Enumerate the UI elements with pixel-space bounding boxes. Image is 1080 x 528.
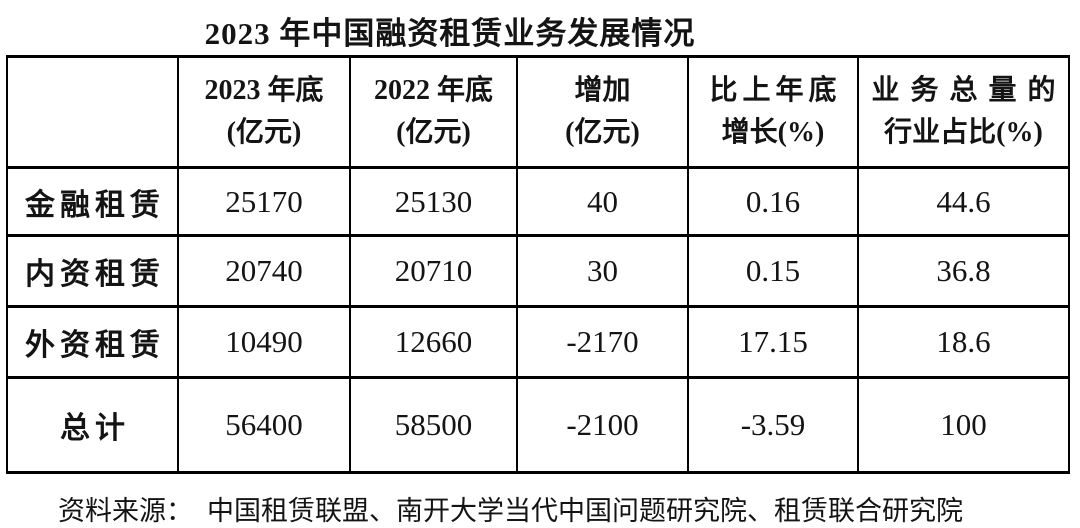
table-row-financial-leasing: 金融租赁 25170 25130 40 0.16 44.6 (6, 166, 1070, 237)
column-header-growth: 比上年底 增长(%) (687, 55, 859, 169)
column-header-2022: 2022 年底 (亿元) (349, 55, 518, 169)
source-text: 中国租赁联盟、南开大学当代中国问题研究院、租赁联合研究院 (207, 496, 963, 526)
cell-2022-value: 58500 (349, 376, 518, 474)
cell-growth: 0.16 (687, 166, 859, 237)
cell-share: 36.8 (857, 234, 1070, 308)
header-line1: 2023 年底 (204, 75, 324, 106)
table-row-foreign-leasing: 外资租赁 10490 12660 -2170 17.15 18.6 (6, 305, 1070, 379)
cell-growth: 0.15 (687, 234, 859, 308)
header-line1: 增加 (574, 75, 631, 106)
cell-increase: 30 (516, 234, 689, 308)
cell-2023-value: 56400 (177, 376, 351, 474)
cell-2022-value: 12660 (349, 305, 518, 379)
cell-increase: -2170 (516, 305, 689, 379)
table-title: 2023 年中国融资租赁业务发展情况 (204, 16, 696, 51)
row-label: 内资租赁 (6, 234, 179, 308)
row-label: 金融租赁 (6, 166, 179, 237)
cell-growth: 17.15 (687, 305, 859, 379)
cell-share: 100 (857, 376, 1070, 474)
cell-growth: -3.59 (687, 376, 859, 474)
header-line1: 比上年底 (709, 75, 842, 106)
data-source-note: 资料来源： 中国租赁联盟、南开大学当代中国问题研究院、租赁联合研究院 (58, 489, 963, 528)
cell-2022-value: 20710 (349, 234, 518, 308)
header-line1: 业务总量的 (871, 75, 1067, 106)
cell-increase: 40 (516, 166, 689, 237)
header-line2: 增长(%) (721, 117, 825, 148)
column-header-share: 业务总量的 行业占比(%) (857, 55, 1070, 169)
table-row-domestic-leasing: 内资租赁 20740 20710 30 0.15 36.8 (6, 234, 1070, 308)
row-label: 外资租赁 (6, 305, 179, 379)
table-row-total: 总计 56400 58500 -2100 -3.59 100 (6, 376, 1070, 474)
corner-cell (6, 55, 179, 169)
column-header-2023: 2023 年底 (亿元) (177, 55, 351, 169)
header-line2: (亿元) (565, 117, 640, 148)
cell-2022-value: 25130 (349, 166, 518, 237)
source-label: 资料来源： (58, 496, 193, 526)
cell-increase: -2100 (516, 376, 689, 474)
header-line2: (亿元) (226, 117, 302, 148)
cell-2023-value: 10490 (177, 305, 351, 379)
header-line2: 行业占比(%) (884, 117, 1043, 148)
column-header-increase: 增加 (亿元) (516, 55, 689, 169)
header-line2: (亿元) (396, 117, 471, 148)
header-row: 2023 年底 (亿元) 2022 年底 (亿元) 增加 (亿元) 比上年底 增… (6, 55, 1070, 169)
row-label: 总计 (6, 376, 179, 474)
leasing-stats-table: 2023 年底 (亿元) 2022 年底 (亿元) 增加 (亿元) 比上年底 增… (6, 55, 1070, 474)
cell-2023-value: 20740 (177, 234, 351, 308)
cell-2023-value: 25170 (177, 166, 351, 237)
cell-share: 44.6 (857, 166, 1070, 237)
cell-share: 18.6 (857, 305, 1070, 379)
header-line1: 2022 年底 (373, 75, 493, 106)
